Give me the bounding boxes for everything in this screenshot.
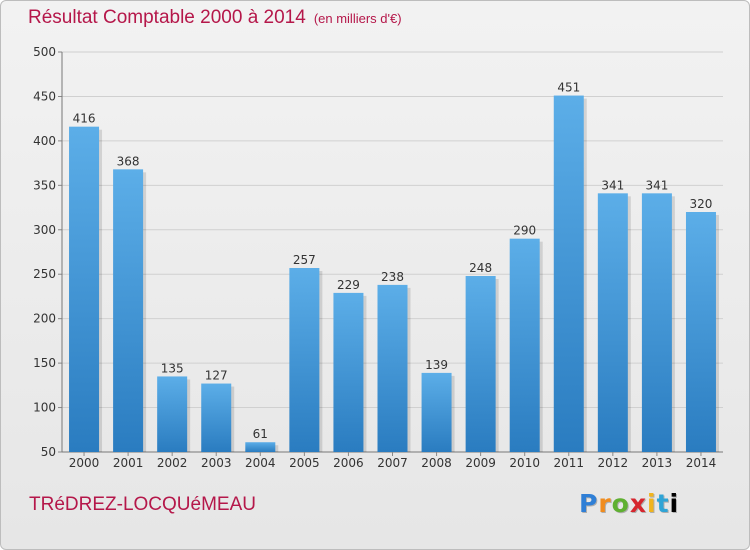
chart-title-text: Résultat Comptable 2000 à 2014 bbox=[28, 7, 306, 28]
x-tick-label: 2006 bbox=[333, 456, 364, 470]
value-label: 257 bbox=[293, 253, 316, 267]
x-tick-label: 2008 bbox=[421, 456, 452, 470]
value-label: 135 bbox=[161, 361, 184, 375]
logo-letter: i bbox=[669, 489, 680, 518]
value-label: 416 bbox=[73, 112, 96, 126]
logo-letter: r bbox=[598, 489, 612, 518]
bar bbox=[113, 169, 144, 453]
commune-name: TRéDREZ-LOCQUéMEAU bbox=[29, 494, 256, 515]
x-tick-label: 2009 bbox=[465, 456, 496, 470]
logo-letter: P bbox=[579, 489, 599, 518]
bar bbox=[421, 372, 452, 452]
y-tick-label: 400 bbox=[33, 134, 56, 148]
logo-letter: i bbox=[647, 489, 657, 518]
value-label: 341 bbox=[645, 178, 668, 192]
x-tick-label: 2005 bbox=[289, 456, 320, 470]
proxiti-logo[interactable]: Proxiti bbox=[579, 489, 679, 518]
chart-subtitle: (en milliers d'€) bbox=[313, 11, 402, 26]
x-tick-label: 2001 bbox=[113, 456, 144, 470]
y-tick-label: 250 bbox=[33, 267, 56, 281]
y-tick-label: 300 bbox=[33, 223, 56, 237]
value-label: 341 bbox=[601, 178, 624, 192]
value-label: 139 bbox=[425, 358, 448, 372]
x-tick-label: 2013 bbox=[642, 456, 673, 470]
x-tick-label: 2012 bbox=[598, 456, 629, 470]
bar bbox=[641, 193, 672, 453]
bar bbox=[465, 276, 496, 452]
bar bbox=[597, 193, 628, 453]
bar bbox=[333, 292, 364, 452]
value-label: 451 bbox=[557, 81, 580, 95]
value-label: 61 bbox=[253, 427, 268, 441]
x-tick-label: 2011 bbox=[553, 456, 584, 470]
x-tick-label: 2004 bbox=[245, 456, 276, 470]
y-tick-label: 200 bbox=[33, 312, 56, 326]
bar bbox=[553, 95, 584, 453]
logo-letter: x bbox=[629, 489, 647, 518]
value-label: 368 bbox=[117, 154, 140, 168]
value-label: 248 bbox=[469, 261, 492, 275]
bar bbox=[289, 268, 320, 452]
y-tick-label: 100 bbox=[33, 401, 56, 415]
x-tick-label: 2003 bbox=[201, 456, 232, 470]
value-label: 290 bbox=[513, 224, 536, 238]
chart-title: Résultat Comptable 2000 à 2014 (en millie… bbox=[28, 7, 402, 29]
bar bbox=[377, 284, 408, 452]
bar bbox=[69, 126, 100, 453]
x-tick-label: 2000 bbox=[69, 456, 100, 470]
labels: 416 368 135 127 61 257 229 238 139 248 290 451 341 34… bbox=[73, 81, 713, 442]
bar bbox=[245, 442, 276, 452]
bars bbox=[69, 95, 719, 453]
x-tick-label: 2007 bbox=[377, 456, 408, 470]
x-tick-label: 2002 bbox=[157, 456, 188, 470]
bar bbox=[509, 238, 540, 452]
value-label: 127 bbox=[205, 369, 228, 383]
value-label: 320 bbox=[690, 197, 713, 211]
y-tick-label: 500 bbox=[33, 45, 56, 59]
logo-letter: t bbox=[656, 489, 670, 518]
x-tick-label: 2014 bbox=[686, 456, 717, 470]
logo-letter: o bbox=[611, 489, 630, 518]
x-tick-label: 2010 bbox=[509, 456, 540, 470]
y-tick-label: 150 bbox=[33, 356, 56, 370]
value-label: 229 bbox=[337, 278, 360, 292]
value-label: 238 bbox=[381, 270, 404, 284]
y-tick-label: 350 bbox=[33, 178, 56, 192]
bar bbox=[157, 376, 188, 452]
bar bbox=[201, 383, 232, 452]
y-tick-label: 50 bbox=[41, 445, 56, 459]
y-tick-label: 450 bbox=[33, 89, 56, 103]
bar bbox=[685, 212, 716, 452]
